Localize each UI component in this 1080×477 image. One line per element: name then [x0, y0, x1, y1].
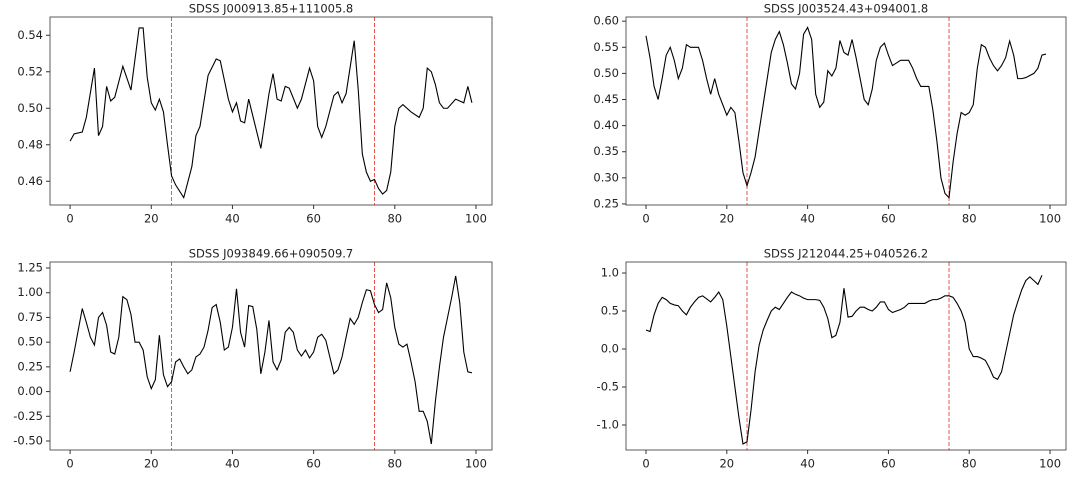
y-tick-label: 0.00 [17, 384, 43, 398]
y-tick-label: 0.60 [593, 14, 619, 28]
y-tick-label: 0.35 [593, 144, 619, 158]
y-tick-label: -0.25 [13, 409, 43, 423]
x-tick-label: 20 [719, 212, 734, 226]
y-tick-label: 1.00 [17, 285, 43, 299]
chart-title: SDSS J003524.43+094001.8 [764, 2, 929, 16]
y-tick-label: 1.0 [601, 266, 619, 280]
x-tick-label: 80 [387, 457, 402, 471]
x-tick-label: 80 [387, 212, 402, 226]
data-line [645, 26, 1047, 199]
x-tick-label: 100 [465, 457, 487, 471]
y-tick-label: 0.75 [17, 310, 43, 324]
y-tick-label: 0.52 [17, 64, 43, 78]
x-tick-label: 60 [881, 212, 896, 226]
x-tick-label: 80 [962, 457, 977, 471]
x-tick-label: 40 [225, 212, 240, 226]
chart-title: SDSS J093849.66+090509.7 [189, 247, 354, 261]
y-tick-label: 0.25 [17, 359, 43, 373]
x-tick-label: 100 [465, 212, 487, 226]
y-tick-label: 0.46 [17, 174, 43, 188]
y-tick-label: -0.50 [13, 434, 43, 448]
x-tick-label: 40 [800, 457, 815, 471]
y-tick-label: 0.45 [593, 92, 619, 106]
y-tick-label: 0.5 [601, 304, 619, 318]
x-tick-label: 40 [800, 212, 815, 226]
x-tick-label: 0 [66, 212, 73, 226]
plot-frame [625, 261, 1067, 451]
data-line [69, 27, 473, 200]
y-tick-label: 0.40 [593, 118, 619, 132]
x-tick-label: 0 [642, 212, 649, 226]
y-tick-label: 0.50 [17, 335, 43, 349]
y-tick-label: 1.25 [17, 261, 43, 275]
x-tick-label: 60 [306, 457, 321, 471]
x-tick-label: 100 [1039, 212, 1061, 226]
y-tick-label: 0.55 [593, 40, 619, 54]
y-tick-label: 0.50 [17, 101, 43, 115]
y-tick-label: -1.0 [597, 417, 619, 431]
plot-frame [49, 261, 493, 451]
x-tick-label: 20 [719, 457, 734, 471]
y-tick-label: 0.54 [17, 28, 43, 42]
plot-frame [625, 16, 1067, 206]
chart-title: SDSS J212044.25+040526.2 [764, 247, 929, 261]
data-line [69, 275, 473, 445]
y-tick-label: 0.25 [593, 196, 619, 210]
x-tick-label: 0 [66, 457, 73, 471]
y-tick-label: 0.30 [593, 170, 619, 184]
data-line [645, 275, 1043, 445]
x-tick-label: 20 [144, 457, 159, 471]
x-tick-label: 20 [144, 212, 159, 226]
y-tick-label: 0.50 [593, 66, 619, 80]
x-tick-label: 40 [225, 457, 240, 471]
x-tick-label: 0 [642, 457, 649, 471]
y-tick-label: -0.5 [597, 380, 619, 394]
y-tick-label: 0.0 [601, 342, 619, 356]
y-tick-label: 0.48 [17, 137, 43, 151]
chart-title: SDSS J000913.85+111005.8 [189, 2, 354, 16]
x-tick-label: 100 [1039, 457, 1061, 471]
plot-frame [49, 16, 493, 206]
x-tick-label: 60 [306, 212, 321, 226]
x-tick-label: 60 [881, 457, 896, 471]
x-tick-label: 80 [962, 212, 977, 226]
